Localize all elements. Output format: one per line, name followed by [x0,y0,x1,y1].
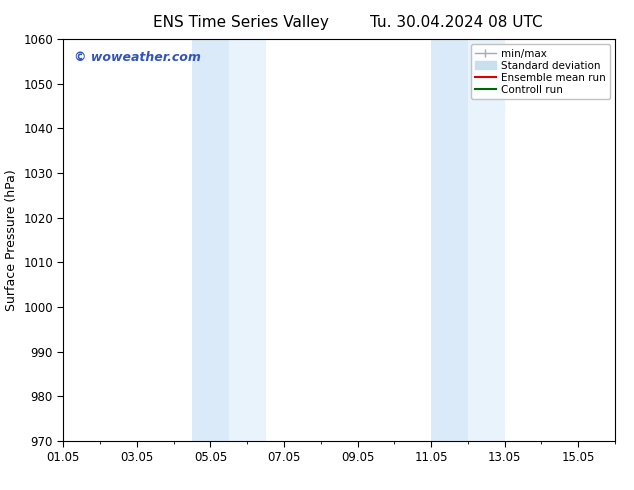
Legend: min/max, Standard deviation, Ensemble mean run, Controll run: min/max, Standard deviation, Ensemble me… [470,45,610,99]
Bar [229,39,266,441]
Text: Tu. 30.04.2024 08 UTC: Tu. 30.04.2024 08 UTC [370,15,543,30]
Bar [192,39,229,441]
Text: ENS Time Series Valley: ENS Time Series Valley [153,15,329,30]
Bar [431,39,468,441]
Y-axis label: Surface Pressure (hPa): Surface Pressure (hPa) [4,169,18,311]
Bar [468,39,505,441]
Text: © woweather.com: © woweather.com [74,51,202,64]
